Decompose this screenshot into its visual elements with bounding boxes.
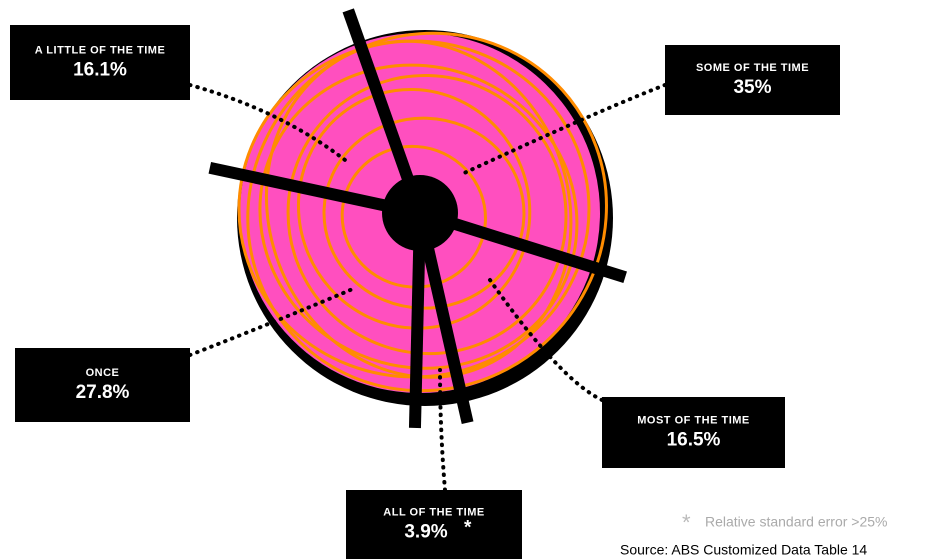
category-label: ALL OF THE TIME: [383, 506, 484, 518]
footnote-marker: *: [464, 518, 472, 539]
label-box: [602, 397, 785, 468]
leader-line: [438, 368, 447, 492]
value-label: 16.1%: [73, 60, 127, 81]
value-label: 16.5%: [667, 430, 721, 451]
pie-slice: [244, 43, 420, 214]
source: Source: ABS Customized Data Table 14: [620, 542, 867, 558]
category-label: ONCE: [86, 367, 120, 379]
leader-line: [188, 286, 357, 357]
category-label: A LITTLE OF THE TIME: [35, 44, 166, 56]
scribble: [340, 144, 487, 289]
footnote-marker: *: [682, 510, 691, 535]
value-label: 27.8%: [76, 382, 130, 403]
scribble: [246, 31, 608, 393]
value-label: 35%: [733, 77, 771, 98]
pie: [208, 8, 627, 429]
leader-line: [458, 83, 667, 177]
footnote: Relative standard error >25%: [705, 514, 888, 530]
category-label: MOST OF THE TIME: [637, 414, 750, 426]
label-box: [15, 348, 190, 422]
labels: SOME OF THE TIME 35% MOST OF THE TIME 16.5%…: [10, 25, 840, 559]
scribble: [286, 73, 568, 356]
scribble: [296, 87, 532, 330]
leader-line: [188, 83, 347, 162]
label-box: [10, 25, 190, 100]
category-label: SOME OF THE TIME: [696, 62, 809, 74]
pie-hub: [382, 175, 458, 251]
label-box: [346, 490, 522, 559]
pie-slice: [239, 175, 420, 393]
value-label: 3.9%: [404, 522, 447, 543]
label-box: [665, 45, 840, 115]
